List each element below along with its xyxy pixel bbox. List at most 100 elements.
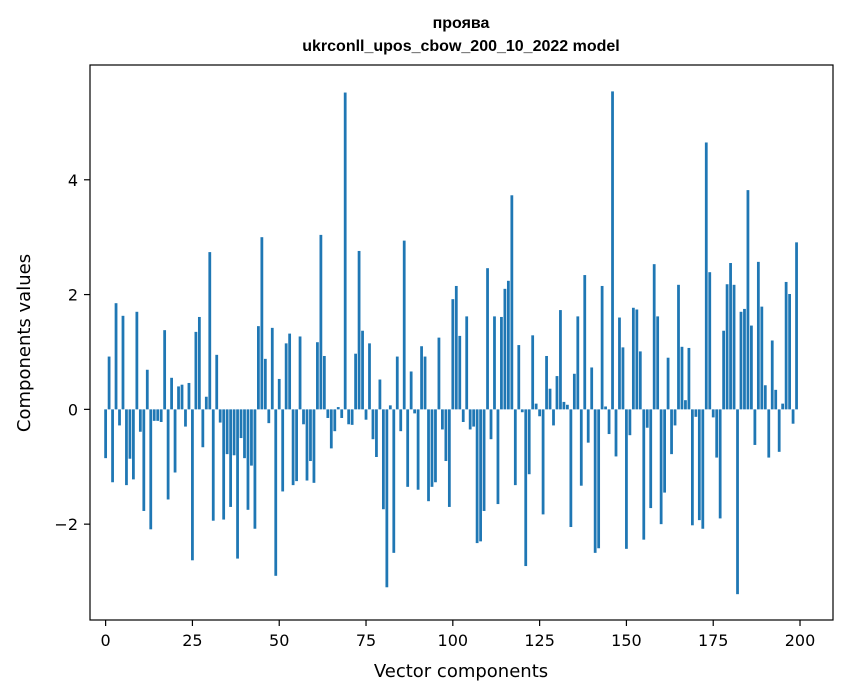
bar-2 [111,409,114,483]
bar-3 [114,303,118,410]
x-tick-label: 25 [182,631,202,650]
bar-122 [527,409,531,475]
bar-133 [566,404,569,410]
bar-6 [125,409,128,486]
bar-77 [371,409,375,440]
bar-118 [513,409,517,486]
chart-subtitle: ukrconll_upos_cbow_200_10_2022 model [302,38,619,55]
bar-104 [465,316,469,410]
bar-43 [253,409,257,529]
bar-136 [576,316,580,410]
y-tick-label: 2 [68,286,78,305]
bar-87 [406,409,410,487]
bar-184 [743,308,746,410]
bar-146 [611,91,614,410]
bar-135 [572,373,576,410]
bar-18 [166,409,170,500]
bar-75 [364,409,368,420]
x-axis-label: Vector components [374,661,548,682]
y-tick-label: 0 [68,400,78,419]
bar-110 [486,268,489,410]
bar-21 [177,386,180,410]
bar-144 [604,406,607,410]
bar-111 [489,409,493,440]
bar-169 [690,409,694,526]
bar-128 [548,388,552,410]
bar-25 [191,409,194,561]
bar-66 [333,409,337,432]
bar-179 [725,284,729,410]
bar-177 [718,409,722,519]
bar-143 [600,285,604,410]
bar-124 [534,403,538,410]
bar-196 [784,281,788,410]
bar-26 [194,331,198,410]
bar-120 [520,409,524,413]
bar-64 [326,409,330,418]
bar-137 [579,409,583,486]
bar-187 [753,409,757,445]
bar-96 [437,337,441,410]
bar-52 [284,343,288,410]
bar-70 [347,409,351,425]
bar-193 [774,389,778,410]
bar-53 [288,333,292,410]
bar-148 [618,317,621,410]
bar-50 [277,378,281,410]
bar-80 [381,409,385,510]
bar-51 [281,409,285,492]
bar-24 [187,382,191,410]
bar-197 [788,294,791,410]
bar-115 [503,288,507,410]
bar-178 [722,330,726,410]
bar-29 [204,396,208,410]
bar-49 [274,409,278,576]
bar-139 [586,409,590,443]
bar-89 [413,409,417,414]
bar-145 [607,409,611,435]
bar-56 [298,336,302,410]
bar-155 [642,409,646,540]
bar-67 [336,407,340,410]
bar-72 [354,353,357,410]
bar-8 [132,409,135,480]
bar-138 [583,275,587,410]
bar-17 [163,330,167,410]
bar-182 [736,409,739,595]
bar-181 [732,284,736,410]
bar-154 [638,351,642,410]
bar-39 [239,409,243,439]
bar-55 [295,409,298,482]
bar-33 [218,409,222,423]
bar-86 [402,240,406,410]
x-tick-label: 200 [785,631,816,650]
bar-151 [628,409,632,436]
bar-131 [559,310,562,410]
bar-126 [541,409,545,515]
bar-13 [149,409,153,530]
bar-164 [673,409,677,426]
bar-134 [569,409,573,528]
bar-153 [635,309,639,410]
bar-147 [614,409,618,457]
bar-0 [104,409,108,459]
bar-158 [652,264,656,410]
bar-27 [197,316,201,410]
bar-48 [270,327,274,410]
y-tick-label: −2 [54,515,78,534]
bar-12 [145,369,149,410]
x-tick-label: 50 [269,631,289,650]
y-tick-label: 4 [68,171,78,190]
bar-99 [447,409,451,507]
bar-84 [395,356,399,410]
bar-15 [156,409,160,421]
bar-160 [659,409,663,525]
bar-65 [329,409,333,449]
bar-34 [222,409,226,520]
bar-114 [500,316,503,410]
bar-149 [621,347,625,410]
bar-119 [517,345,521,410]
bar-130 [555,376,559,410]
bar-176 [715,409,719,458]
